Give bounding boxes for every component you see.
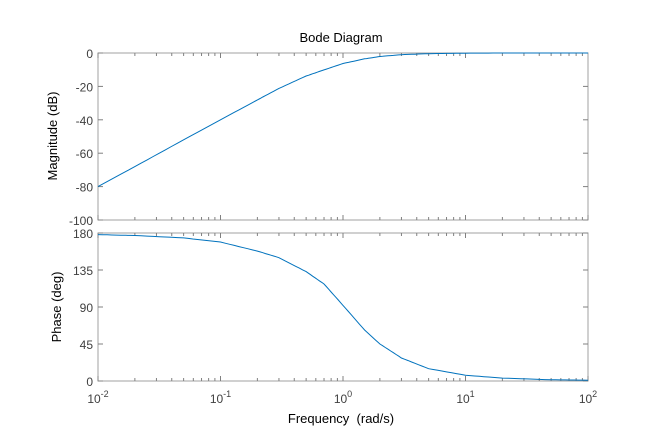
- magnitude-ticks: [97, 52, 589, 221]
- magnitude-ytick-label: -40: [76, 114, 94, 128]
- tick-base: 10: [456, 392, 470, 406]
- tick-base: 10: [579, 392, 593, 406]
- magnitude-ytick-label: 0: [86, 47, 93, 61]
- magnitude-axes-box: [97, 52, 589, 221]
- magnitude-panel: 0 -20 -40 -60 -80 -100 Magnitude (dB): [45, 47, 589, 228]
- tick-exponent: -1: [223, 389, 231, 399]
- phase-ytick-label: 0: [86, 375, 93, 389]
- phase-tick-labels: 0 45 90 135 180: [73, 227, 93, 389]
- frequency-tick-label: 10-2: [87, 389, 108, 406]
- tick-base: 10: [334, 392, 348, 406]
- magnitude-series-line: [97, 52, 588, 188]
- phase-ytick-label: 45: [80, 338, 94, 352]
- frequency-tick-label: 101: [456, 389, 474, 406]
- frequency-tick-label: 10-1: [210, 389, 231, 406]
- phase-ticks: [97, 232, 589, 382]
- phase-ytick-label: 180: [73, 227, 93, 241]
- frequency-tick-label: 102: [579, 389, 597, 406]
- magnitude-tick-labels: 0 -20 -40 -60 -80 -100: [69, 47, 93, 228]
- magnitude-y-axis-label: Magnitude (dB): [45, 92, 60, 181]
- magnitude-ytick-label: -80: [76, 181, 94, 195]
- frequency-tick-labels: 10-2 10-1 100 101 102: [87, 389, 597, 406]
- tick-base: 10: [210, 392, 224, 406]
- phase-ytick-label: 90: [80, 301, 94, 315]
- phase-series-line: [97, 234, 589, 381]
- tick-exponent: -2: [101, 389, 109, 399]
- phase-ytick-label: 135: [73, 264, 93, 278]
- magnitude-ytick-label: -60: [76, 147, 94, 161]
- tick-base: 10: [87, 392, 101, 406]
- chart-title: Bode Diagram: [299, 30, 382, 45]
- frequency-tick-label: 100: [334, 389, 352, 406]
- tick-exponent: 2: [592, 389, 597, 399]
- tick-exponent: 0: [347, 389, 352, 399]
- magnitude-ytick-label: -100: [69, 214, 93, 228]
- phase-y-axis-label: Phase (deg): [49, 272, 64, 343]
- magnitude-ytick-label: -20: [76, 80, 94, 94]
- frequency-x-axis-label: Frequency (rad/s): [288, 411, 394, 426]
- tick-exponent: 1: [470, 389, 475, 399]
- phase-axes-box: [97, 232, 589, 382]
